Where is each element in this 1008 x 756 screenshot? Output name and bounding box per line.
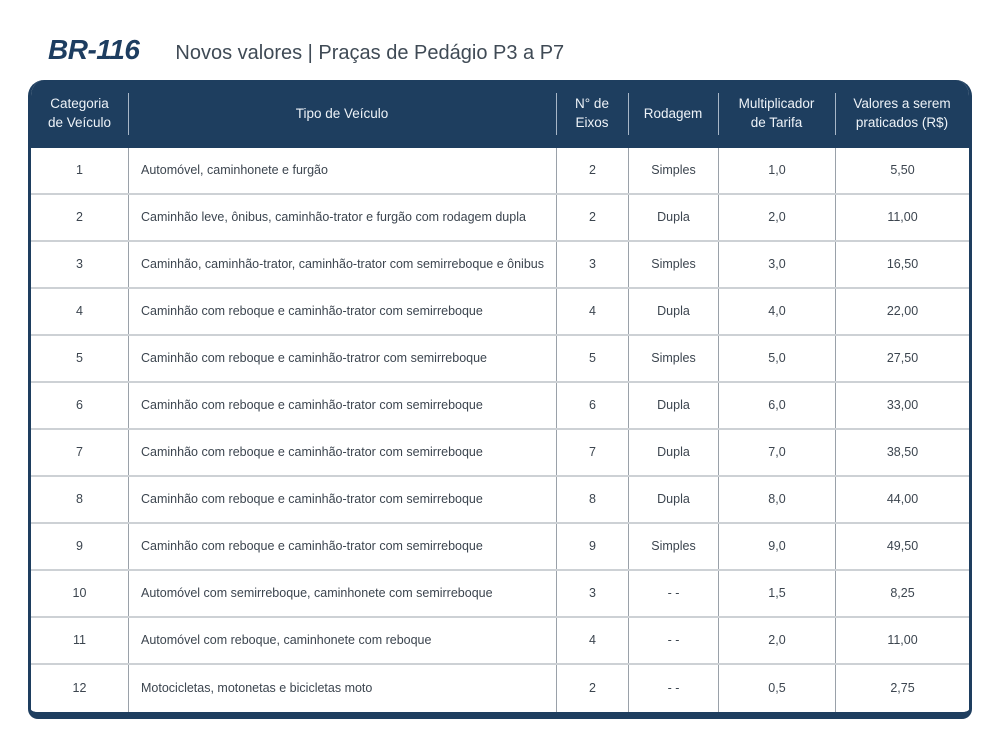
cell-tipo: Caminhão, caminhão-trator, caminhão-trat…	[128, 242, 556, 287]
cell-rodagem: Simples	[628, 524, 718, 569]
cell-valor: 5,50	[835, 148, 969, 193]
cell-valor: 38,50	[835, 430, 969, 475]
cell-valor: 8,25	[835, 571, 969, 616]
cell-valor: 33,00	[835, 383, 969, 428]
cell-tipo: Motocicletas, motonetas e bicicletas mot…	[128, 665, 556, 712]
table-row: 3 Caminhão, caminhão-trator, caminhão-tr…	[31, 242, 969, 289]
cell-eixos: 5	[556, 336, 628, 381]
table-row: 6 Caminhão com reboque e caminhão-trator…	[31, 383, 969, 430]
cell-multiplicador: 5,0	[718, 336, 835, 381]
cell-eixos: 4	[556, 618, 628, 663]
cell-categoria: 11	[73, 632, 86, 647]
cell-eixos: 6	[556, 383, 628, 428]
cell-categoria: 1	[76, 162, 83, 177]
cell-rodagem: Dupla	[628, 477, 718, 522]
table-row: 1 Automóvel, caminhonete e furgão 2 Simp…	[31, 148, 969, 195]
column-header-multiplicador: Multiplicador de Tarifa	[718, 80, 835, 148]
cell-rodagem: Simples	[628, 242, 718, 287]
cell-valor: 16,50	[835, 242, 969, 287]
column-header-valores: Valores a serem praticados (R$)	[835, 80, 969, 148]
cell-valor: 22,00	[835, 289, 969, 334]
cell-rodagem: - -	[628, 571, 718, 616]
cell-valor: 11,00	[835, 618, 969, 663]
cell-categoria: 4	[76, 303, 83, 318]
cell-tipo: Caminhão com reboque e caminhão-trator c…	[128, 430, 556, 475]
table-row: 7 Caminhão com reboque e caminhão-trator…	[31, 430, 969, 477]
toll-prices-table: Categoria de Veículo Tipo de Veículo N° …	[28, 80, 972, 719]
table-body: 1 Automóvel, caminhonete e furgão 2 Simp…	[31, 148, 969, 712]
column-header-rodagem: Rodagem	[628, 80, 718, 148]
cell-multiplicador: 6,0	[718, 383, 835, 428]
cell-categoria: 10	[72, 585, 87, 600]
table-row: 10 Automóvel com semirreboque, caminhone…	[31, 571, 969, 618]
cell-tipo: Caminhão leve, ônibus, caminhão-trator e…	[128, 195, 556, 240]
cell-multiplicador: 4,0	[718, 289, 835, 334]
cell-categoria: 3	[76, 256, 83, 271]
cell-tipo: Caminhão com reboque e caminhão-trator c…	[128, 383, 556, 428]
table-row: 11 Automóvel com reboque, caminhonete co…	[31, 618, 969, 665]
cell-tipo: Automóvel, caminhonete e furgão	[128, 148, 556, 193]
cell-multiplicador: 1,5	[718, 571, 835, 616]
cell-eixos: 3	[556, 571, 628, 616]
table-row: 5 Caminhão com reboque e caminhão-tratro…	[31, 336, 969, 383]
cell-multiplicador: 0,5	[718, 665, 835, 712]
cell-tipo: Automóvel com semirreboque, caminhonete …	[128, 571, 556, 616]
cell-tipo: Caminhão com reboque e caminhão-tratror …	[128, 336, 556, 381]
cell-eixos: 2	[556, 195, 628, 240]
cell-multiplicador: 8,0	[718, 477, 835, 522]
table-row: 9 Caminhão com reboque e caminhão-trator…	[31, 524, 969, 571]
cell-rodagem: Dupla	[628, 195, 718, 240]
cell-categoria: 8	[76, 491, 83, 506]
cell-tipo: Automóvel com reboque, caminhonete com r…	[128, 618, 556, 663]
column-header-eixos: N° de Eixos	[556, 80, 628, 148]
table-row: 4 Caminhão com reboque e caminhão-trator…	[31, 289, 969, 336]
cell-eixos: 2	[556, 148, 628, 193]
cell-multiplicador: 7,0	[718, 430, 835, 475]
cell-tipo: Caminhão com reboque e caminhão-trator c…	[128, 289, 556, 334]
cell-tipo: Caminhão com reboque e caminhão-trator c…	[128, 477, 556, 522]
route-badge: BR-116	[48, 34, 140, 65]
cell-eixos: 3	[556, 242, 628, 287]
cell-rodagem: Simples	[628, 336, 718, 381]
table-row: 8 Caminhão com reboque e caminhão-trator…	[31, 477, 969, 524]
page-subtitle: Novos valores | Praças de Pedágio P3 a P…	[175, 42, 565, 64]
cell-categoria: 12	[72, 680, 87, 695]
cell-multiplicador: 2,0	[718, 195, 835, 240]
cell-categoria: 5	[76, 350, 83, 365]
cell-eixos: 8	[556, 477, 628, 522]
cell-eixos: 4	[556, 289, 628, 334]
cell-valor: 11,00	[835, 195, 969, 240]
column-header-categoria: Categoria de Veículo	[47, 96, 112, 130]
cell-tipo: Caminhão com reboque e caminhão-trator c…	[128, 524, 556, 569]
cell-categoria: 9	[76, 538, 83, 553]
cell-multiplicador: 2,0	[718, 618, 835, 663]
cell-eixos: 9	[556, 524, 628, 569]
cell-valor: 2,75	[835, 665, 969, 712]
table-row: 12 Motocicletas, motonetas e bicicletas …	[31, 665, 969, 712]
cell-rodagem: Dupla	[628, 289, 718, 334]
cell-multiplicador: 1,0	[718, 148, 835, 193]
cell-rodagem: - -	[628, 618, 718, 663]
cell-multiplicador: 3,0	[718, 242, 835, 287]
table-row: 2 Caminhão leve, ônibus, caminhão-trator…	[31, 195, 969, 242]
table-header-row: Categoria de Veículo Tipo de Veículo N° …	[31, 80, 969, 148]
cell-rodagem: Dupla	[628, 383, 718, 428]
cell-rodagem: Dupla	[628, 430, 718, 475]
cell-valor: 49,50	[835, 524, 969, 569]
header: BR-116 Novos valores | Praças de Pedágio…	[48, 34, 564, 66]
cell-categoria: 7	[76, 444, 83, 459]
cell-valor: 27,50	[835, 336, 969, 381]
cell-rodagem: Simples	[628, 148, 718, 193]
cell-rodagem: - -	[628, 665, 718, 712]
cell-categoria: 2	[76, 209, 83, 224]
column-header-tipo: Tipo de Veículo	[128, 80, 556, 148]
cell-eixos: 2	[556, 665, 628, 712]
cell-multiplicador: 9,0	[718, 524, 835, 569]
cell-categoria: 6	[76, 397, 83, 412]
cell-valor: 44,00	[835, 477, 969, 522]
cell-eixos: 7	[556, 430, 628, 475]
